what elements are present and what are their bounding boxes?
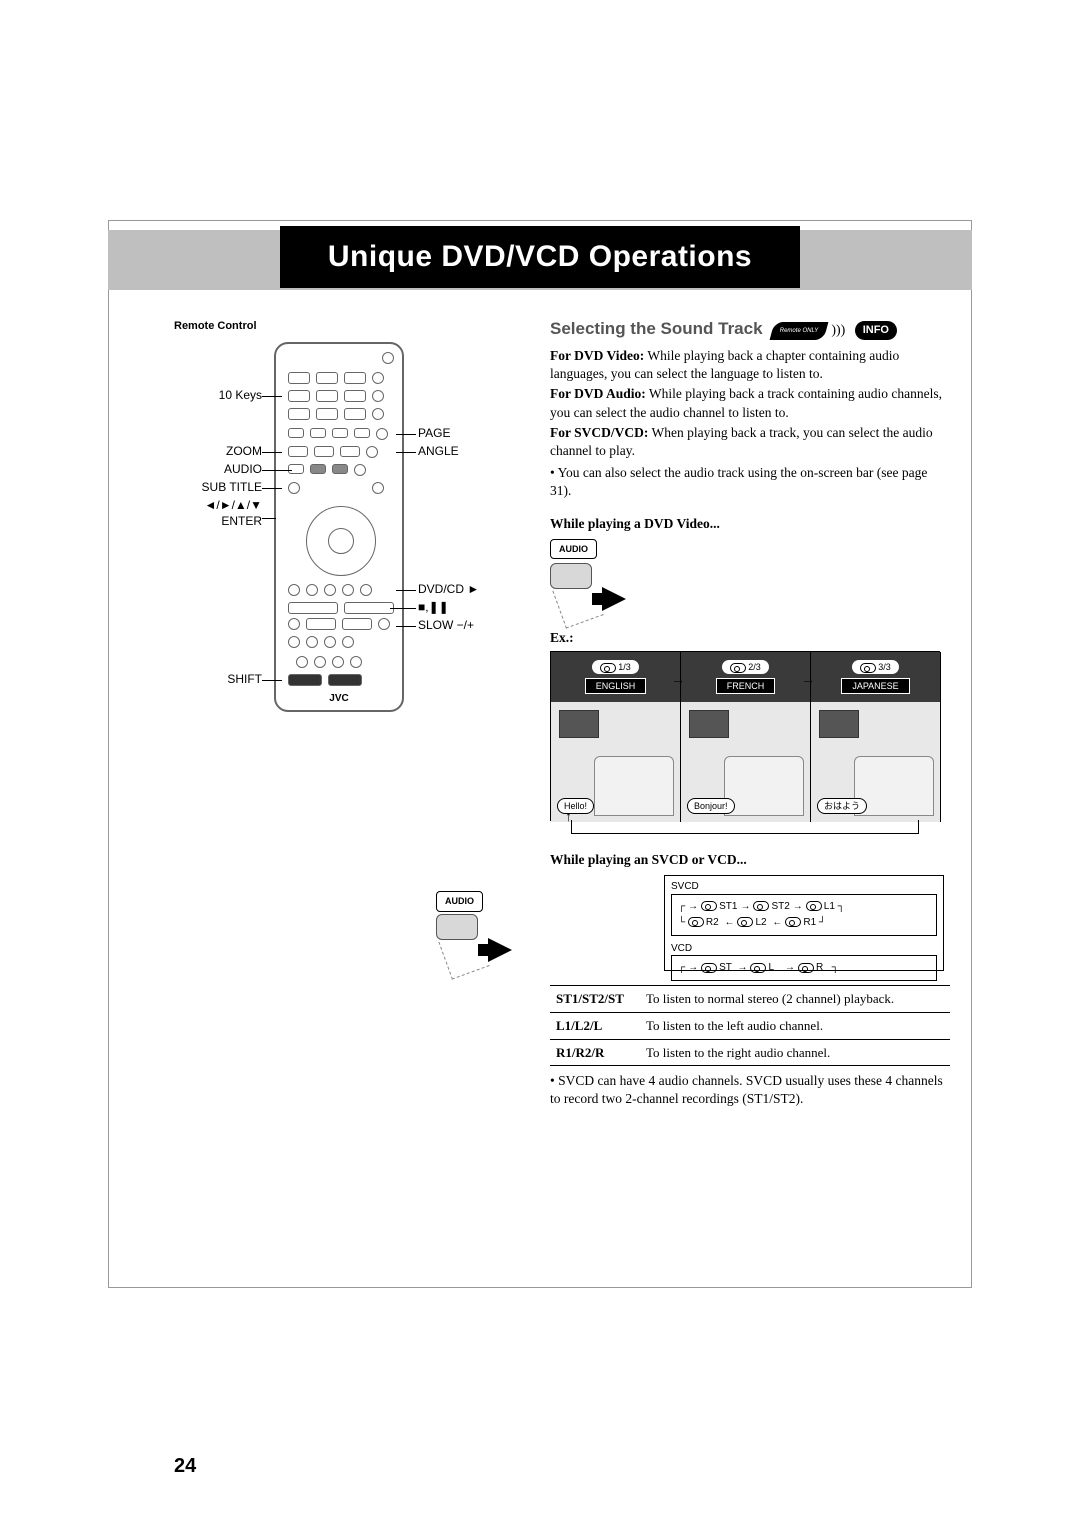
section-title: Selecting the Sound Track: [550, 318, 763, 341]
ex-lang-2: FRENCH: [716, 678, 776, 694]
power-button: [382, 352, 394, 364]
press-diagram-dvd: [550, 563, 650, 621]
ex-cell-3: 3/3 JAPANESE おはよう: [811, 652, 941, 822]
header-title-box: Unique DVD/VCD Operations: [280, 226, 800, 288]
table-row: L1/L2/LTo listen to the left audio chann…: [550, 1013, 950, 1040]
svcd-flow-diagram: SVCD ┌→ST1→ST2→L1 ┐ └ R2 ←L2 ←R1 ┘ VCD ┌…: [664, 875, 944, 971]
definitions-table: ST1/ST2/STTo listen to normal stereo (2 …: [550, 985, 950, 1066]
page-title: Unique DVD/VCD Operations: [328, 240, 752, 274]
callout-enter: ENTER: [174, 514, 262, 528]
table-row: ST1/ST2/STTo listen to normal stereo (2 …: [550, 986, 950, 1013]
callout-audio: AUDIO: [174, 462, 262, 476]
table-row: R1/R2/RTo listen to the right audio chan…: [550, 1039, 950, 1066]
page-number: 24: [174, 1455, 196, 1478]
disc-icon: [730, 663, 746, 673]
callout-pause: ■,❚❚: [418, 600, 449, 614]
para-dvd-video: For DVD Video: While playing back a chap…: [550, 347, 950, 383]
callout-slow: SLOW −/+: [418, 618, 474, 632]
ex-lang-3: JAPANESE: [841, 678, 909, 694]
callout-dvdcd: DVD/CD ►: [418, 582, 479, 596]
ex-lang-1: ENGLISH: [585, 678, 647, 694]
ex-cell-2: 2/3 FRENCH Bonjour!: [681, 652, 811, 822]
example-grid: 1/3 ENGLISH Hello! 2/3 FRENCH Bonjour! 3…: [550, 651, 940, 821]
left-column: Remote Control JVC 10 Keys ZOO: [174, 320, 524, 742]
ex-cell-1: 1/3 ENGLISH Hello!: [551, 652, 681, 822]
callout-angle: ANGLE: [418, 444, 459, 458]
callout-arrows: ◄/►/▲/▼: [174, 498, 262, 512]
arrow-icon: [488, 938, 512, 962]
while-svcd-label: While playing an SVCD or VCD...: [550, 851, 950, 869]
info-badge: INFO: [855, 321, 897, 340]
svcd-footnote: • SVCD can have 4 audio channels. SVCD u…: [550, 1072, 950, 1108]
remote-brand: JVC: [276, 693, 402, 704]
vcd-label: VCD: [665, 942, 943, 956]
speech-2: Bonjour!: [687, 798, 735, 814]
callout-page: PAGE: [418, 426, 450, 440]
disc-icon: [600, 663, 616, 673]
arrow-icon: [602, 587, 626, 611]
section-head: Selecting the Sound Track ))) INFO: [550, 318, 950, 341]
while-dvd-label: While playing a DVD Video...: [550, 515, 950, 533]
callout-zoom: ZOOM: [174, 444, 262, 458]
right-column: Selecting the Sound Track ))) INFO For D…: [550, 318, 950, 1109]
press-diagram-svcd: AUDIO: [436, 885, 536, 979]
para-svcd: For SVCD/VCD: When playing back a track,…: [550, 424, 950, 460]
speech-3: おはよう: [817, 798, 867, 814]
svcd-label: SVCD: [665, 876, 943, 894]
ex-label: Ex.:: [550, 629, 950, 647]
callout-ten-keys: 10 Keys: [174, 388, 262, 402]
audio-button-label: AUDIO: [550, 539, 597, 559]
remote-body: JVC: [274, 342, 404, 712]
para-dvd-audio: For DVD Audio: While playing back a trac…: [550, 385, 950, 421]
callout-shift: SHIFT: [174, 672, 262, 686]
remote-diagram: JVC 10 Keys ZOOM AUDIO SUB TITLE ◄/►/▲/▼…: [174, 342, 524, 742]
dpad: [306, 506, 376, 576]
bullet-onscreen-bar: • You can also select the audio track us…: [550, 464, 950, 500]
speech-1: Hello!: [557, 798, 594, 814]
disc-icon: [860, 663, 876, 673]
callout-subtitle: SUB TITLE: [174, 480, 262, 494]
remote-only-badge: [770, 322, 829, 340]
remote-control-label: Remote Control: [174, 320, 524, 332]
